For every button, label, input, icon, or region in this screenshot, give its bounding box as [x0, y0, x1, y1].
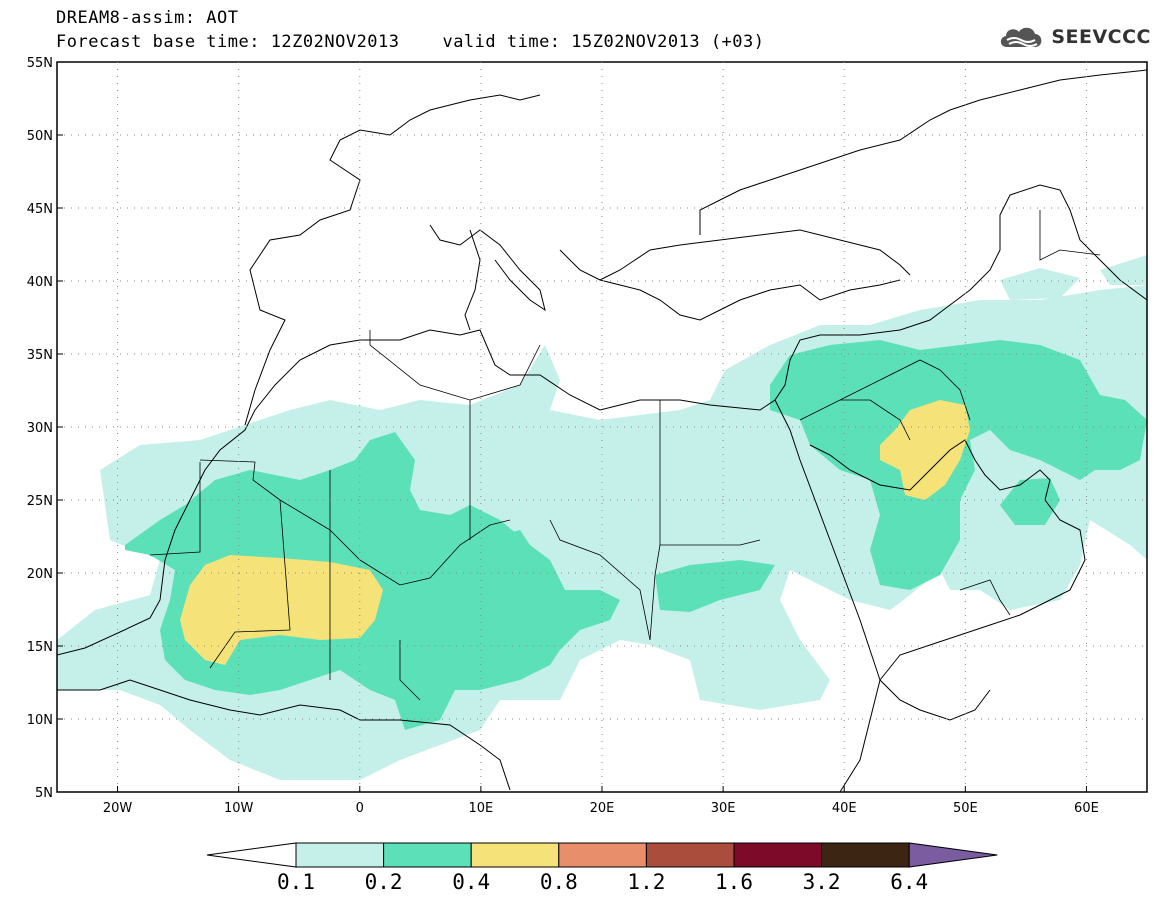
gridlines [57, 62, 1147, 792]
lat-tick-label: 45N [27, 202, 53, 217]
colorbar-high-arrow [908, 842, 998, 868]
colorbar-level-label: 0.2 [365, 870, 403, 894]
map-title: DREAM8-assim: AOT [56, 8, 239, 28]
colorbar-level-label: 0.4 [452, 870, 490, 894]
lat-tick-label: 15N [27, 640, 53, 655]
colorbar-segment [645, 842, 735, 868]
logo-text: SEEVCCC [1051, 26, 1151, 48]
lon-tick-label: 30E [711, 801, 736, 816]
colorbar-level-label: 6.4 [890, 870, 928, 894]
colorbar-segment [558, 842, 647, 868]
forecast-time-subtitle: Forecast base time: 12Z02NOV2013 valid t… [56, 32, 765, 52]
lat-tick-label: 55N [27, 56, 53, 71]
latitude-axis: 55N 50N 45N 40N 35N 30N 25N 20N 15N 10N 5N [27, 56, 63, 801]
lon-tick-label: 20W [103, 801, 133, 816]
colorbar: 0.1 0.2 0.4 0.8 1.2 1.6 3.2 6.4 [206, 842, 998, 894]
lon-tick-label: 10W [224, 801, 254, 816]
lat-tick-label: 35N [27, 348, 53, 363]
lon-tick-label: 0 [356, 801, 364, 816]
lat-tick-label: 5N [35, 786, 53, 801]
colorbar-level-label: 0.1 [277, 870, 315, 894]
lat-tick-label: 40N [27, 275, 53, 290]
coastlines-borders [57, 69, 1147, 792]
lon-tick-label: 50E [953, 801, 978, 816]
colorbar-segment [470, 842, 560, 868]
colorbar-level-label: 1.6 [715, 870, 753, 894]
lat-tick-label: 25N [27, 494, 53, 509]
lon-tick-label: 20E [590, 801, 615, 816]
seevccc-logo: SEEVCCC [997, 22, 1151, 52]
lon-tick-label: 10E [469, 801, 494, 816]
lat-tick-label: 20N [27, 567, 53, 582]
colorbar-segment [295, 842, 385, 868]
longitude-axis: 20W 10W 0 10E 20E 30E 40E 50E 60E [103, 786, 1099, 816]
colorbar-low-arrow [206, 842, 297, 868]
lat-tick-label: 10N [27, 713, 53, 728]
colorbar-segment [383, 842, 472, 868]
lat-tick-label: 30N [27, 421, 53, 436]
lat-tick-label: 50N [27, 129, 53, 144]
colorbar-level-label: 1.2 [627, 870, 665, 894]
cloud-logo-icon [1001, 27, 1042, 47]
lon-tick-label: 40E [832, 801, 857, 816]
colorbar-level-label: 0.8 [540, 870, 578, 894]
colorbar-segment [733, 842, 823, 868]
colorbar-segment [821, 842, 910, 868]
lon-tick-label: 60E [1074, 801, 1099, 816]
colorbar-level-label: 3.2 [803, 870, 841, 894]
aot-fields [57, 255, 1147, 780]
